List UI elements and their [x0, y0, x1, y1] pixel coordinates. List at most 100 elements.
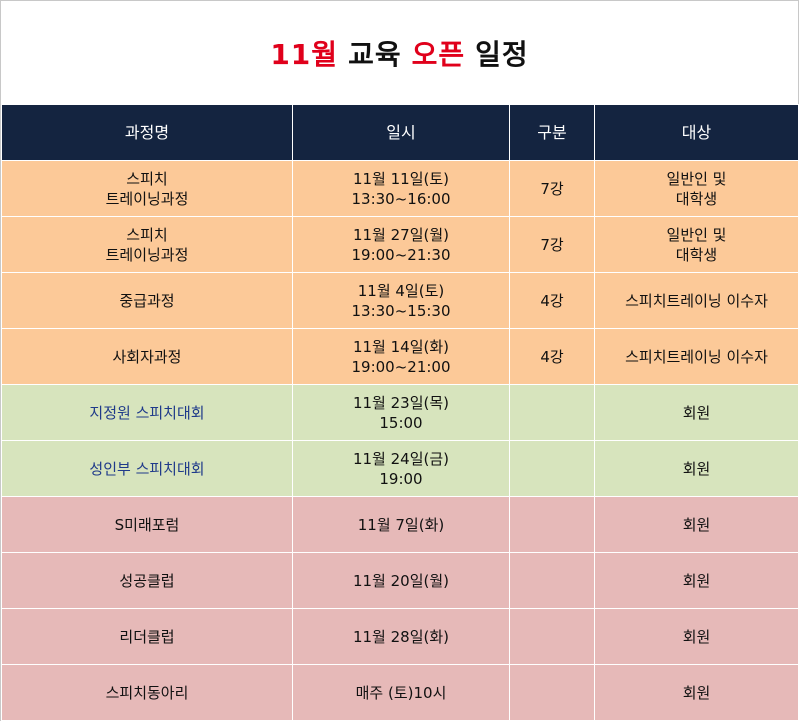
cell-course-line: 중급과정 [119, 291, 175, 310]
cell-date-line: 13:30~16:00 [351, 189, 451, 208]
cell-date-line: 11월 4일(토) [357, 281, 445, 300]
cell-target: 회원 [594, 608, 799, 665]
cell-date: 매주 (토)10시 [292, 664, 510, 721]
cell-target: 회원 [594, 496, 799, 553]
cell-course: 리더클럽 [1, 608, 293, 665]
cell-date-line: 11월 20일(월) [352, 571, 450, 590]
cell-date-line: 매주 (토)10시 [355, 683, 447, 702]
cell-type [509, 552, 595, 609]
header-course: 과정명 [1, 104, 293, 161]
cell-target: 회원 [594, 552, 799, 609]
cell-course-line: 성인부 스피치대회 [89, 459, 205, 478]
cell-course-line: 스피치 [126, 169, 168, 188]
title-month: 11월 [270, 37, 339, 71]
cell-course-line: S미래포럼 [114, 515, 180, 534]
cell-date-line: 11월 7일(화) [357, 515, 445, 534]
table-row: 스피치 트레이닝과정 11월 11일(토) 13:30~16:00 7강 일반인 및 대학생 [1, 160, 799, 217]
table-row: 성공클럽 11월 20일(월) 회원 [1, 552, 799, 609]
page-title: 11월 교육 오픈 일정 [1, 1, 798, 104]
cell-date-line: 19:00 [379, 469, 423, 488]
cell-type: 7강 [509, 216, 595, 273]
cell-target-line: 스피치트레이닝 이수자 [625, 291, 768, 310]
cell-date-line: 11월 14일(화) [352, 337, 450, 356]
cell-target-line: 회원 [682, 571, 711, 590]
cell-date: 11월 23일(목) 15:00 [292, 384, 510, 441]
table-row: 리더클럽 11월 28일(화) 회원 [1, 608, 799, 665]
table-row: 성인부 스피치대회 11월 24일(금) 19:00 회원 [1, 440, 799, 497]
cell-target-line: 일반인 및 [666, 225, 727, 244]
table-row: 스피치동아리 매주 (토)10시 회원 [1, 664, 799, 721]
cell-target-line: 스피치트레이닝 이수자 [625, 347, 768, 366]
table-row: 스피치 트레이닝과정 11월 27일(월) 19:00~21:30 7강 일반인 및 대학생 [1, 216, 799, 273]
cell-course-line: 스피치 [126, 225, 168, 244]
cell-type [509, 496, 595, 553]
cell-course-line: 사회자과정 [112, 347, 182, 366]
cell-course: S미래포럼 [1, 496, 293, 553]
cell-date: 11월 11일(토) 13:30~16:00 [292, 160, 510, 217]
cell-type [509, 608, 595, 665]
cell-course: 성공클럽 [1, 552, 293, 609]
header-row: 과정명 일시 구분 대상 [1, 104, 799, 161]
cell-target-line: 대학생 [675, 245, 718, 264]
cell-course-line: 스피치동아리 [105, 683, 189, 702]
table-body: 스피치 트레이닝과정 11월 11일(토) 13:30~16:00 7강 일반인 및 대학생… [1, 160, 799, 721]
cell-date-line: 19:00~21:00 [351, 357, 451, 376]
cell-date: 11월 27일(월) 19:00~21:30 [292, 216, 510, 273]
header-type: 구분 [509, 104, 595, 161]
cell-date: 11월 20일(월) [292, 552, 510, 609]
cell-type [509, 384, 595, 441]
cell-target-line: 회원 [682, 515, 711, 534]
cell-course: 스피치동아리 [1, 664, 293, 721]
cell-target: 일반인 및 대학생 [594, 216, 799, 273]
cell-date-line: 11월 11일(토) [352, 169, 450, 188]
table-row: 중급과정 11월 4일(토) 13:30~15:30 4강 스피치트레이닝 이수자 [1, 272, 799, 329]
title-open: 오픈 [411, 37, 466, 71]
cell-type [509, 664, 595, 721]
table-row: S미래포럼 11월 7일(화) 회원 [1, 496, 799, 553]
cell-target: 회원 [594, 384, 799, 441]
cell-target: 일반인 및 대학생 [594, 160, 799, 217]
cell-target-line: 회원 [682, 459, 711, 478]
cell-course-line: 지정원 스피치대회 [89, 403, 205, 422]
header-date: 일시 [292, 104, 510, 161]
cell-date-line: 15:00 [379, 413, 423, 432]
title-education: 교육 [348, 37, 402, 71]
header-target: 대상 [594, 104, 799, 161]
title-schedule: 일정 [475, 37, 529, 71]
cell-course: 스피치 트레이닝과정 [1, 216, 293, 273]
cell-target-line: 회원 [682, 683, 711, 702]
cell-target: 회원 [594, 664, 799, 721]
cell-date-line: 11월 24일(금) [352, 449, 450, 468]
cell-type: 4강 [509, 272, 595, 329]
cell-date: 11월 24일(금) 19:00 [292, 440, 510, 497]
cell-target-line: 대학생 [675, 189, 718, 208]
cell-date: 11월 7일(화) [292, 496, 510, 553]
cell-type [509, 440, 595, 497]
cell-course-line: 리더클럽 [119, 627, 175, 646]
cell-course: 성인부 스피치대회 [1, 440, 293, 497]
cell-course-line: 성공클럽 [119, 571, 175, 590]
schedule-table: 과정명 일시 구분 대상 스피치 트레이닝과정 11월 11일(토) 13:30~16… [1, 104, 799, 721]
table-row: 지정원 스피치대회 11월 23일(목) 15:00 회원 [1, 384, 799, 441]
cell-target-line: 회원 [682, 627, 711, 646]
cell-course: 사회자과정 [1, 328, 293, 385]
cell-course: 지정원 스피치대회 [1, 384, 293, 441]
cell-date-line: 11월 28일(화) [352, 627, 450, 646]
cell-target: 스피치트레이닝 이수자 [594, 328, 799, 385]
cell-course: 스피치 트레이닝과정 [1, 160, 293, 217]
cell-date: 11월 28일(화) [292, 608, 510, 665]
cell-target-line: 회원 [682, 403, 711, 422]
cell-type: 4강 [509, 328, 595, 385]
cell-course-line: 트레이닝과정 [105, 189, 189, 208]
cell-target-line: 일반인 및 [666, 169, 727, 188]
cell-date-line: 19:00~21:30 [351, 245, 451, 264]
cell-target: 스피치트레이닝 이수자 [594, 272, 799, 329]
cell-date: 11월 14일(화) 19:00~21:00 [292, 328, 510, 385]
cell-date-line: 11월 23일(목) [352, 393, 450, 412]
cell-date-line: 11월 27일(월) [352, 225, 450, 244]
cell-course: 중급과정 [1, 272, 293, 329]
cell-date: 11월 4일(토) 13:30~15:30 [292, 272, 510, 329]
cell-target: 회원 [594, 440, 799, 497]
cell-date-line: 13:30~15:30 [351, 301, 451, 320]
